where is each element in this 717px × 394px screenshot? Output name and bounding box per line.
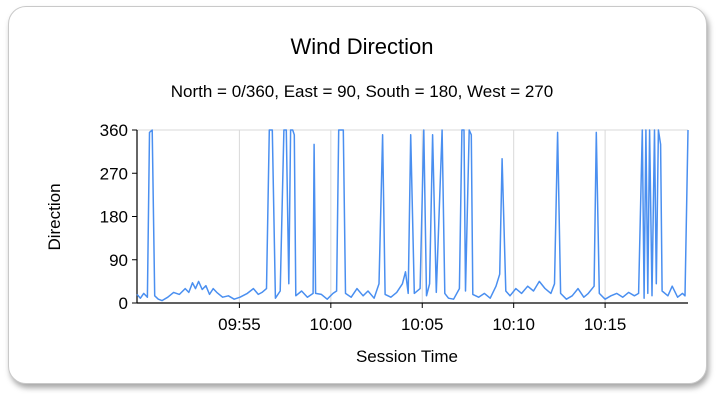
series-group [136,129,689,302]
y-tick-label-4: 360 [100,121,128,140]
grid-lines [137,129,688,303]
x-axis-label: Session Time [356,347,458,366]
y-axis-label: Direction [45,183,64,250]
x-tick-label-0: 09:55 [218,315,261,334]
x-tick-label-1: 10:00 [310,315,353,334]
y-tick-label-1: 90 [109,251,128,270]
chart-title: Wind Direction [290,34,433,59]
x-tick-label-3: 10:10 [492,315,535,334]
y-tick-label-2: 180 [100,208,128,227]
tick-labels: 09:55 10:00 10:05 10:10 10:15 0 90 180 270 360 [100,121,627,334]
y-tick-label-3: 270 [100,164,128,183]
chart-subtitle: North = 0/360, East = 90, South = 180, W… [171,82,553,101]
series-line-0 [136,129,689,302]
chart-card [8,6,707,384]
x-tick-label-2: 10:05 [401,315,444,334]
x-tick-label-4: 10:15 [584,315,627,334]
axes [132,129,688,308]
y-tick-label-0: 0 [119,294,128,313]
